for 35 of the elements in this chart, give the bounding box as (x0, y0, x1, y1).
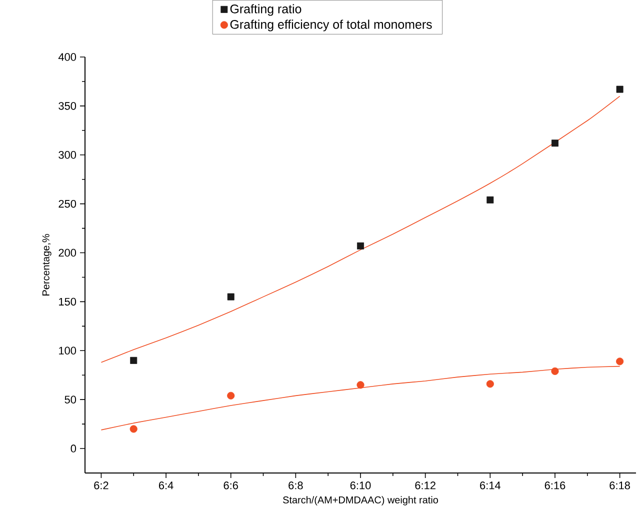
x-tick-label: 6:14 (480, 482, 500, 490)
line-series (100, 96, 620, 363)
point (227, 392, 235, 400)
y-tick-label: 250 (58, 200, 76, 208)
point (486, 196, 494, 204)
point (486, 380, 494, 388)
y-tick-label: 200 (58, 248, 76, 257)
y-tick-label: 300 (58, 151, 76, 159)
x-tick-label: 6:16 (544, 482, 566, 490)
x-tick-label: 6:12 (415, 482, 436, 490)
point (356, 381, 364, 389)
x-tick-label: 6:2 (94, 482, 108, 490)
x-tick-label: 6:18 (610, 482, 630, 490)
y-tick-label: 400 (58, 53, 76, 61)
x-tick-label: 6:8 (288, 482, 303, 490)
point (551, 367, 559, 375)
x-tick-label: 6:10 (350, 482, 371, 490)
x-tick-label: 6:6 (224, 482, 238, 490)
point (551, 140, 558, 147)
y-tick-label: 150 (59, 298, 76, 306)
x-axis-title: Starch/(AM+DMDAAC) weight ratio (283, 496, 438, 506)
legend-label: Grafting efficiency of total monomers (230, 20, 432, 32)
y-tick-label: 50 (64, 396, 76, 404)
x-tick-label: 6:4 (158, 482, 174, 490)
legend-label: Grafting ratio (230, 4, 302, 16)
point (616, 86, 624, 93)
point (130, 425, 138, 433)
point (130, 356, 138, 364)
point (357, 242, 364, 250)
point (616, 358, 624, 366)
y-axis-title: Percentage,% (42, 234, 52, 296)
point (227, 293, 234, 300)
y-tick-label: 100 (59, 346, 76, 355)
y-tick-label: 350 (58, 102, 76, 110)
y-tick-label: 0 (70, 444, 76, 452)
